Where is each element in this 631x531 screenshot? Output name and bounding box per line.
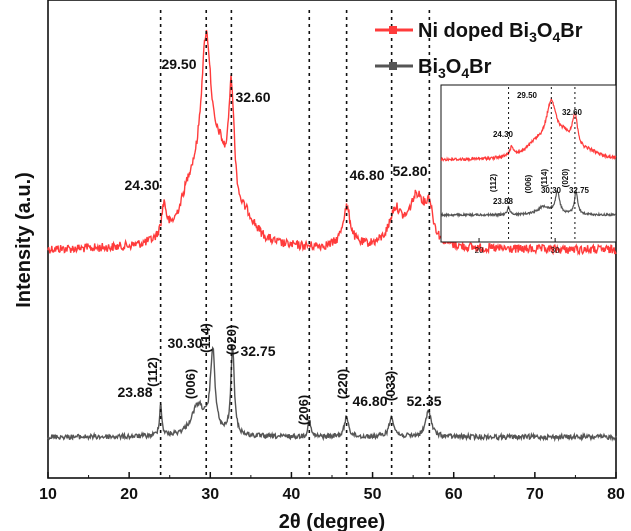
peak-annotation-top: 29.50 — [161, 56, 196, 72]
peak-annotation-bottom: 46.80 — [352, 393, 387, 409]
miller-index-label: (114) — [198, 323, 213, 353]
inset-series-line-1 — [440, 189, 617, 218]
x-tick-label: 60 — [445, 486, 463, 503]
x-axis-title: 2θ (degree) — [279, 511, 385, 531]
legend-label: Bi3O4Br — [418, 56, 492, 81]
inset-x-tick-label: 30 — [551, 246, 560, 255]
peak-annotation-bottom: 52.35 — [406, 393, 441, 409]
main-plot-area: 10 20 30 40 50 60 70 80 2θ (degree) Intensity (a.… — [13, 0, 625, 531]
miller-index-label: (033) — [383, 371, 398, 401]
inset-annotation-bottom: 30.30 — [541, 186, 562, 195]
miller-index-label: (206) — [296, 395, 311, 425]
x-tick-label: 70 — [526, 486, 544, 503]
x-tick-label: 10 — [39, 486, 57, 503]
peak-annotation-bottom: 30.30 — [167, 335, 202, 351]
inset-miller-index-label: (020) — [561, 168, 570, 187]
inset-x-tick-label: 20 — [475, 246, 484, 255]
inset-miller-index-label: (006) — [524, 174, 533, 193]
legend: Ni doped Bi3O4Br Bi3O4Br — [375, 20, 583, 81]
peak-annotation-bottom: 23.88 — [117, 384, 152, 400]
inset-annotation-top: 24.30 — [493, 130, 514, 139]
peak-annotation-bottom: 32.75 — [240, 343, 275, 359]
inset-annotation-top: 29.50 — [517, 91, 538, 100]
x-tick-label: 40 — [283, 486, 301, 503]
x-tick-label: 30 — [201, 486, 219, 503]
miller-index-label: (020) — [224, 325, 239, 355]
miller-index-label: (006) — [183, 369, 198, 399]
inset-annotation-top: 32.60 — [562, 108, 583, 117]
miller-index-label: (112) — [145, 357, 160, 387]
series-line-1 — [47, 345, 617, 443]
x-tick-label: 80 — [607, 486, 625, 503]
peak-annotation-top: 52.80 — [392, 163, 427, 179]
series-line-0 — [47, 29, 617, 256]
inset-miller-index-label: (114) — [540, 169, 549, 188]
inset-annotation-bottom: 23.88 — [493, 197, 514, 206]
legend-swatch-marker — [389, 26, 397, 34]
legend-label: Ni doped Bi3O4Br — [418, 20, 583, 45]
x-tick-label: 20 — [120, 486, 138, 503]
miller-index-label: (220) — [335, 369, 350, 399]
inset-miller-index-label: (112) — [489, 174, 498, 193]
peak-annotation-top: 24.30 — [124, 177, 159, 193]
inset-frame — [440, 84, 617, 243]
peak-annotation-top: 32.60 — [235, 89, 270, 105]
inset-plot-area: 20 30 29.50 24.30 32.60 23.88 30.30 32.75 (112) (… — [440, 84, 617, 255]
inset-annotation-bottom: 32.75 — [569, 186, 590, 195]
legend-swatch-marker — [389, 62, 397, 70]
x-tick-label: 50 — [364, 486, 382, 503]
inset-series-line-0 — [440, 98, 617, 163]
y-axis-title: Intensity (a.u.) — [13, 172, 35, 308]
peak-annotation-top: 46.80 — [349, 167, 384, 183]
